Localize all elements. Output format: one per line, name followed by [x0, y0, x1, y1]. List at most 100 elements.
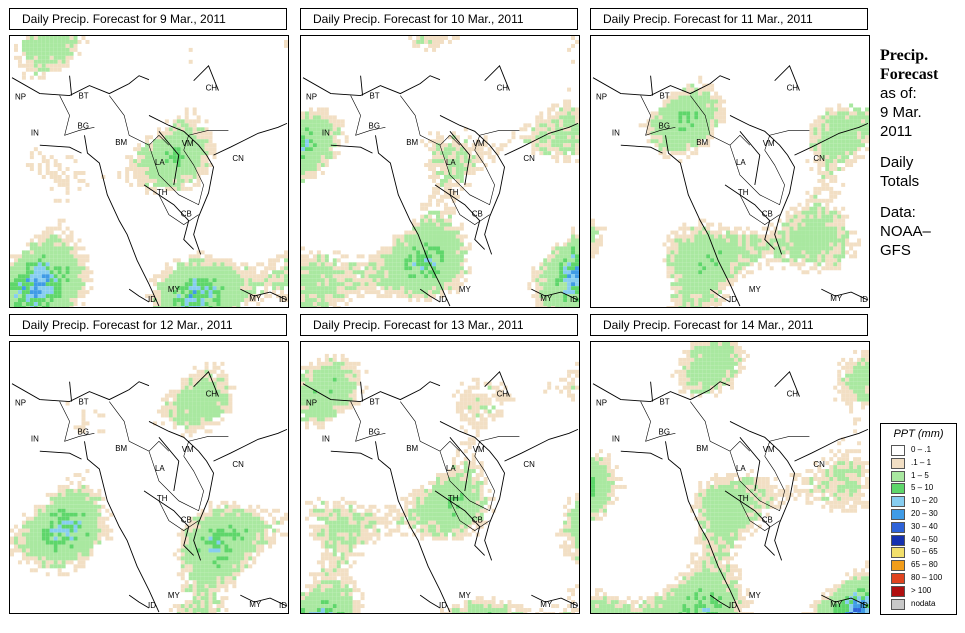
precip-cell [428, 198, 433, 203]
precip-cell [837, 119, 842, 124]
precip-cell [196, 266, 201, 271]
precip-cell [678, 159, 683, 164]
precip-cell [436, 218, 440, 223]
precip-cell [853, 230, 858, 235]
precip-cell [21, 51, 26, 56]
precip-cell [543, 123, 548, 128]
precip-cell [188, 119, 193, 124]
precip-cell [428, 36, 433, 40]
precip-cell [85, 290, 90, 295]
precip-cell [706, 115, 711, 120]
precip-cell [280, 270, 285, 275]
precip-cell [312, 270, 317, 275]
precip-cell [160, 135, 165, 140]
precip-cell [710, 123, 715, 128]
precip-cell [352, 278, 357, 283]
precip-cell [698, 278, 703, 283]
precip-cell [224, 266, 229, 271]
precip-cell [324, 155, 329, 160]
precip-cell [312, 278, 317, 283]
precip-cell [176, 123, 181, 128]
precip-cell [53, 282, 58, 287]
precip-cell [41, 258, 46, 263]
precip-cell [793, 210, 798, 215]
precip-cell [152, 143, 157, 148]
precip-cell [841, 250, 846, 255]
precip-cell [204, 119, 209, 124]
precip-cell [188, 266, 193, 271]
precip-cell [682, 238, 687, 243]
precip-cell [180, 544, 185, 549]
precip-cell [192, 365, 197, 370]
precip-cell [224, 409, 229, 414]
precip-cell [674, 254, 679, 259]
precip-cell [420, 246, 425, 251]
precip-cell [57, 294, 62, 299]
precip-cell [284, 39, 288, 44]
precip-cell [301, 167, 305, 172]
precip-cell [216, 266, 221, 271]
precip-cell [208, 369, 213, 374]
precip-cell [308, 298, 313, 303]
precip-cell [73, 496, 78, 501]
precip-cell [849, 143, 854, 148]
precip-cell [559, 131, 564, 136]
precip-cell [412, 218, 417, 223]
precip-cell [49, 262, 54, 267]
precip-cell [184, 536, 189, 541]
precip-cell [817, 115, 822, 120]
precip-cell [571, 290, 576, 295]
precip-cell [857, 242, 862, 247]
precip-cell [272, 528, 277, 533]
precip-cell [57, 178, 62, 183]
precip-cell [81, 36, 86, 40]
precip-cell [428, 246, 433, 251]
precip-cell [149, 147, 153, 152]
precip-cell [200, 584, 205, 589]
precip-cell [97, 508, 102, 513]
precip-cell [304, 119, 309, 124]
precip-cell [654, 143, 659, 148]
precip-cell [200, 298, 205, 303]
precip-cell [160, 171, 165, 175]
precip-cell [73, 520, 78, 525]
precip-cell [212, 540, 217, 545]
precip-cell [81, 508, 86, 513]
precip-cell [741, 238, 746, 243]
precip-cell [216, 540, 221, 545]
precip-cell [424, 218, 429, 223]
precip-cell [149, 163, 153, 168]
precip-cell [57, 218, 62, 223]
precip-cell [188, 397, 193, 402]
precip-cell [77, 480, 82, 485]
precip-cell [785, 226, 790, 231]
precip-cell [244, 512, 249, 517]
precip-cell [527, 139, 532, 144]
precip-cell [694, 302, 699, 307]
precip-cell [65, 270, 70, 275]
precip-cell [200, 266, 205, 271]
precip-cell [184, 548, 189, 553]
precip-cell [694, 278, 699, 283]
precip-cell [176, 286, 181, 291]
precip-cell [813, 198, 818, 203]
precip-cell [196, 381, 201, 386]
precip-cell [10, 290, 14, 295]
precip-cell [37, 250, 42, 255]
precip-cell [204, 532, 209, 537]
precip-cell [670, 230, 675, 235]
precip-cell [69, 262, 74, 267]
precip-cell [451, 210, 456, 215]
precip-cell [698, 107, 703, 112]
precip-cell [125, 171, 130, 175]
precip-cell [49, 532, 54, 537]
precip-cell [81, 413, 86, 418]
precip-cell [168, 174, 173, 179]
precip-cell [320, 258, 325, 263]
precip-cell [718, 286, 723, 291]
precip-cell [825, 119, 830, 124]
precip-cell [248, 552, 253, 557]
precip-cell [192, 409, 197, 414]
precip-cell [53, 59, 58, 64]
precip-cell [73, 258, 78, 263]
